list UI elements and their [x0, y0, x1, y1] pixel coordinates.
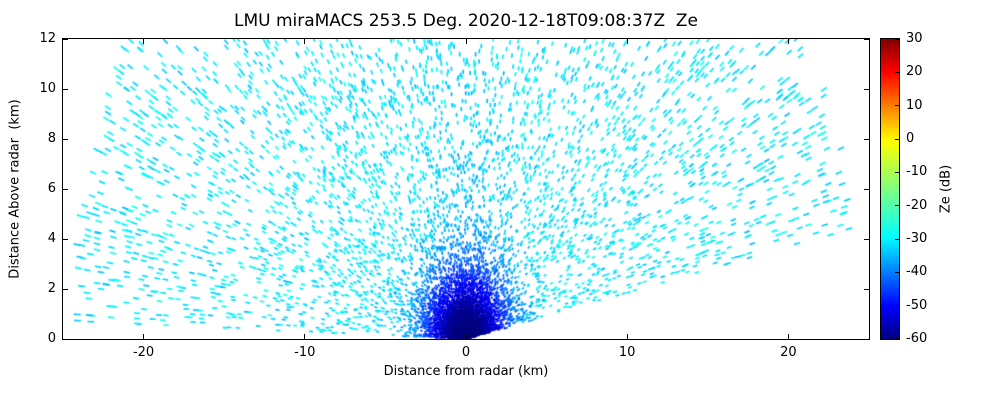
- y-tick-mark-right: [864, 288, 869, 290]
- y-tick-mark-right: [864, 188, 869, 190]
- y-tick-mark-right: [864, 238, 869, 240]
- x-tick-label: -10: [294, 345, 316, 360]
- plot-title: LMU miraMACS 253.5 Deg. 2020-12-18T09:08…: [233, 11, 699, 31]
- y-tick-mark-right: [864, 138, 869, 140]
- y-tick-mark: [63, 288, 68, 290]
- x-tick-mark: [465, 334, 467, 339]
- y-tick-mark: [63, 138, 68, 140]
- plot-area: [62, 38, 870, 340]
- colorbar-tick-label: 0: [906, 131, 915, 146]
- x-tick-mark: [304, 334, 306, 339]
- colorbar: [880, 38, 900, 340]
- x-tick-mark-top: [465, 39, 467, 44]
- y-tick-mark: [63, 88, 68, 90]
- x-tick-mark-top: [143, 39, 145, 44]
- x-tick-mark-top: [626, 39, 628, 44]
- y-tick-mark: [63, 338, 68, 340]
- colorbar-tick-label: -30: [906, 231, 928, 246]
- colorbar-tick-mark: [895, 271, 899, 273]
- y-tick-label: 8: [47, 131, 56, 146]
- colorbar-tick-mark: [895, 138, 899, 140]
- y-tick-label: 10: [39, 81, 56, 96]
- x-tick-mark-top: [304, 39, 306, 44]
- colorbar-tick-label: -20: [906, 197, 928, 213]
- speckle-canvas: [63, 39, 869, 339]
- x-tick-mark: [143, 334, 145, 339]
- colorbar-tick-label: -40: [906, 264, 928, 280]
- colorbar-tick-mark: [895, 38, 899, 40]
- y-tick-mark-right: [864, 88, 869, 90]
- colorbar-tick-label: 10: [906, 97, 923, 113]
- x-tick-mark-top: [787, 39, 789, 44]
- x-tick-label: 20: [780, 345, 797, 360]
- x-tick-label: -20: [132, 345, 155, 360]
- colorbar-tick-mark: [895, 238, 899, 240]
- colorbar-tick-mark: [895, 337, 899, 339]
- x-tick-mark: [626, 334, 628, 339]
- colorbar-label: Ze (dB): [938, 164, 954, 214]
- colorbar-tick-label: -60: [906, 331, 928, 346]
- colorbar-tick-mark: [895, 305, 899, 307]
- colorbar-tick-label: 30: [906, 31, 923, 46]
- y-tick-mark: [63, 38, 68, 40]
- colorbar-tick-mark: [895, 105, 899, 107]
- y-tick-mark-right: [864, 38, 869, 40]
- y-tick-label: 4: [47, 231, 56, 246]
- y-tick-label: 12: [39, 31, 56, 46]
- y-tick-mark: [63, 188, 68, 190]
- y-tick-label: 6: [47, 181, 56, 196]
- colorbar-tick-mark: [895, 71, 899, 73]
- x-axis-label: Distance from radar (km): [383, 364, 549, 379]
- x-tick-label: 0: [461, 345, 471, 360]
- y-tick-mark: [63, 238, 68, 240]
- colorbar-tick-label: 20: [906, 64, 923, 80]
- colorbar-tick-label: -10: [906, 164, 928, 180]
- colorbar-tick-mark: [895, 205, 899, 207]
- x-tick-mark: [787, 334, 789, 339]
- x-tick-label: 10: [618, 345, 636, 360]
- y-tick-label: 2: [47, 281, 56, 296]
- colorbar-tick-label: -50: [906, 297, 928, 313]
- y-tick-label: 0: [47, 331, 56, 346]
- y-axis-label: Distance Above radar (km): [7, 99, 23, 279]
- colorbar-tick-mark: [895, 171, 899, 173]
- y-tick-mark-right: [864, 338, 869, 340]
